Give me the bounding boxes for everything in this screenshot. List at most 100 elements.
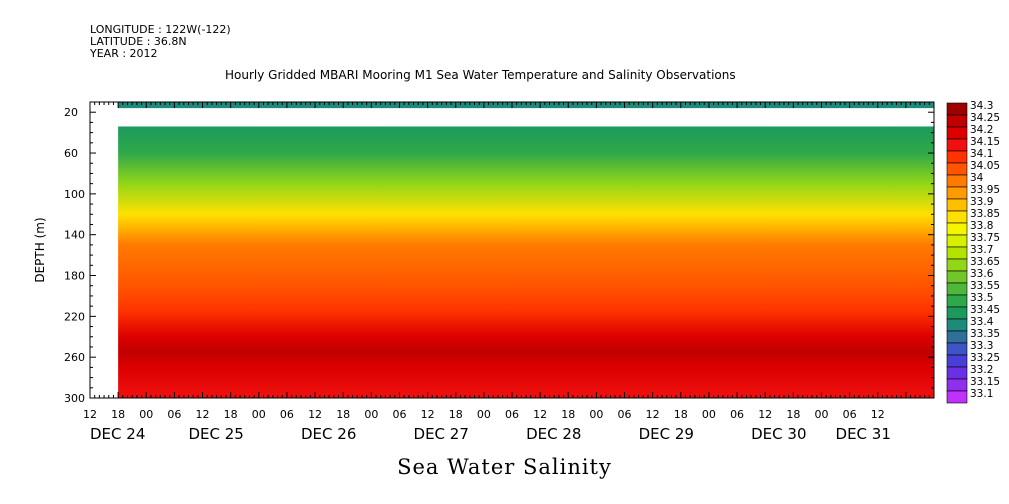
colorbar-label: 34 xyxy=(970,172,984,184)
x-hour-label: 00 xyxy=(814,408,828,421)
x-hour-label: 12 xyxy=(871,408,885,421)
colorbar-swatch xyxy=(946,318,968,332)
colorbar-swatch xyxy=(946,246,968,260)
colorbar-swatch xyxy=(946,210,968,224)
colorbar-label: 33.65 xyxy=(970,256,1000,268)
plot-area xyxy=(89,101,935,399)
colorbar-label: 33.7 xyxy=(970,244,993,256)
x-hour-label: 06 xyxy=(843,408,857,421)
colorbar-swatch xyxy=(946,114,968,128)
y-tick-label: 140 xyxy=(64,229,85,242)
x-hour-label: 06 xyxy=(618,408,632,421)
longitude-label: LONGITUDE : 122W(-122) xyxy=(90,23,231,36)
colorbar-swatch xyxy=(946,306,968,320)
year-label: YEAR : 2012 xyxy=(90,47,158,60)
y-tick-label: 20 xyxy=(64,106,78,119)
x-hour-label: 18 xyxy=(224,408,238,421)
colorbar-swatch xyxy=(946,354,968,368)
colorbar-swatch xyxy=(946,282,968,296)
x-axis: 12 18 00 06 12 18 00 06 12 18 00 06 12 18 00 06 12 18 00 06… xyxy=(83,102,935,440)
x-day-label: DEC 24 xyxy=(90,425,145,440)
latitude-label: LATITUDE : 36.8N xyxy=(90,35,187,48)
colorbar-swatch xyxy=(946,390,968,404)
y-axis-label: DEPTH (m) xyxy=(33,217,47,282)
x-hour-label: 12 xyxy=(421,408,435,421)
colorbar-swatch xyxy=(946,378,968,392)
colorbar-label: 33.15 xyxy=(970,376,1000,388)
x-hour-label: 00 xyxy=(364,408,378,421)
x-hour-label: 12 xyxy=(646,408,660,421)
colorbar-label: 33.25 xyxy=(970,352,1000,364)
x-hour-label: 06 xyxy=(392,408,406,421)
x-hour-label: 12 xyxy=(196,408,210,421)
y-tick-label: 300 xyxy=(64,392,85,405)
colorbar-label: 34.05 xyxy=(970,160,1000,172)
chart-title: Hourly Gridded MBARI Mooring M1 Sea Wate… xyxy=(225,68,736,82)
x-day-label: DEC 29 xyxy=(639,425,694,440)
x-hour-label: 06 xyxy=(167,408,181,421)
x-day-label: DEC 28 xyxy=(526,425,581,440)
x-hour-label: 00 xyxy=(589,408,603,421)
colorbar-label: 33.3 xyxy=(970,340,993,352)
colorbar-label: 34.2 xyxy=(970,124,993,136)
colorbar-label: 34.25 xyxy=(970,112,1000,124)
x-axis-title: Sea Water Salinity xyxy=(397,455,612,479)
x-day-label: DEC 27 xyxy=(414,425,469,440)
colorbar-label: 33.45 xyxy=(970,304,1000,316)
x-hour-label: 06 xyxy=(730,408,744,421)
x-hour-label: 12 xyxy=(308,408,322,421)
colorbar-swatch xyxy=(946,234,968,248)
x-hour-label: 00 xyxy=(702,408,716,421)
y-axis: 20 60 100 140 180 220 260 300 xyxy=(64,101,934,405)
y-tick-label: 180 xyxy=(64,270,85,283)
colorbar-label: 33.85 xyxy=(970,208,1000,220)
colorbar-swatch xyxy=(946,162,968,176)
colorbar: 34.334.2534.234.1534.134.053433.9533.933… xyxy=(946,100,1000,404)
x-hour-label: 18 xyxy=(449,408,463,421)
surface-salinity-band xyxy=(118,102,935,109)
colorbar-label: 34.15 xyxy=(970,136,1000,148)
salinity-field xyxy=(118,126,935,398)
colorbar-swatch xyxy=(946,330,968,344)
x-hour-label: 18 xyxy=(111,408,125,421)
colorbar-swatch xyxy=(946,270,968,284)
x-hour-label: 18 xyxy=(561,408,575,421)
colorbar-swatch xyxy=(946,258,968,272)
colorbar-label: 33.35 xyxy=(970,328,1000,340)
x-hour-label: 00 xyxy=(252,408,266,421)
x-hour-label: 06 xyxy=(505,408,519,421)
y-tick-label: 260 xyxy=(64,351,85,364)
x-day-label: DEC 26 xyxy=(301,425,356,440)
y-tick-label: 100 xyxy=(64,188,85,201)
colorbar-label: 33.4 xyxy=(970,316,994,328)
colorbar-label: 33.1 xyxy=(970,388,993,400)
colorbar-label: 33.8 xyxy=(970,220,993,232)
colorbar-label: 33.6 xyxy=(970,268,994,280)
x-hour-label: 12 xyxy=(83,408,97,421)
colorbar-swatch xyxy=(946,102,968,116)
colorbar-swatch xyxy=(946,222,968,236)
x-hour-label: 12 xyxy=(758,408,772,421)
x-hour-label: 18 xyxy=(674,408,688,421)
colorbar-swatch xyxy=(946,198,968,212)
colorbar-swatch xyxy=(946,150,968,164)
x-hour-label: 18 xyxy=(336,408,350,421)
colorbar-swatch xyxy=(946,126,968,140)
x-hour-label: 06 xyxy=(280,408,294,421)
colorbar-label: 33.2 xyxy=(970,364,993,376)
colorbar-label: 33.75 xyxy=(970,232,1000,244)
colorbar-label: 34.3 xyxy=(970,100,993,112)
colorbar-swatch xyxy=(946,366,968,380)
y-tick-label: 220 xyxy=(64,310,85,323)
colorbar-label: 34.1 xyxy=(970,148,993,160)
x-day-label: DEC 25 xyxy=(188,425,243,440)
colorbar-swatch xyxy=(946,186,968,200)
colorbar-label: 33.5 xyxy=(970,292,993,304)
x-hour-label: 12 xyxy=(533,408,547,421)
x-day-label: DEC 30 xyxy=(751,425,806,440)
x-hour-label: 00 xyxy=(477,408,491,421)
x-day-label: DEC 31 xyxy=(836,425,891,440)
y-tick-label: 60 xyxy=(64,147,78,160)
colorbar-swatch xyxy=(946,174,968,188)
